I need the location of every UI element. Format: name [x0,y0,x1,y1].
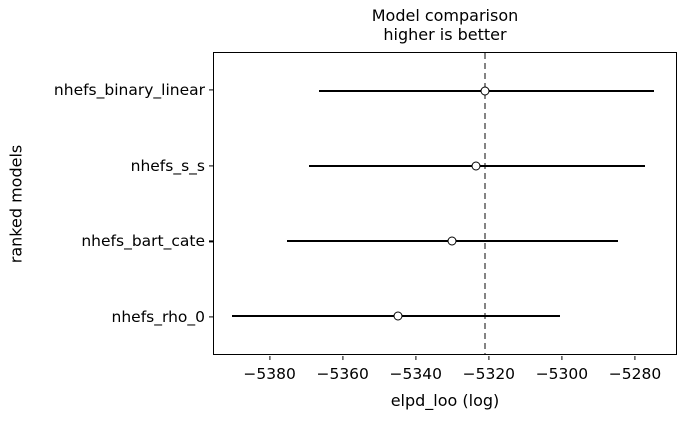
x-axis-label: elpd_loo (log) [390,391,500,410]
x-tick-label--5360: −5360 [316,365,369,383]
x-tick--5340 [415,356,417,360]
x-tick--5320 [488,356,490,360]
y-tick-nhefs_s_s [209,165,213,167]
x-tick--5280 [634,356,636,360]
x-tick--5360 [342,356,344,360]
point-marker-nhefs_rho_0 [393,311,403,321]
x-tick-label--5340: −5340 [389,365,442,383]
point-marker-nhefs_s_s [471,161,481,171]
x-tick-label--5380: −5380 [243,365,296,383]
plot-area [213,52,677,355]
y-tick-label-nhefs_rho_0: nhefs_rho_0 [111,308,205,327]
y-tick-label-nhefs_binary_linear: nhefs_binary_linear [53,80,205,99]
chart-title: Model comparison [371,6,519,25]
y-tick-nhefs_binary_linear [209,89,213,91]
x-tick--5300 [561,356,563,360]
y-tick-nhefs_rho_0 [209,316,213,318]
x-tick-label--5320: −5320 [462,365,516,383]
y-tick-label-nhefs_s_s: nhefs_s_s [130,156,205,175]
point-marker-nhefs_bart_cate [447,236,457,246]
y-tick-label-nhefs_bart_cate: nhefs_bart_cate [81,232,205,251]
y-axis-label: ranked models [6,144,26,264]
chart-subtitle: higher is better [383,24,507,44]
point-marker-nhefs_binary_linear [480,86,490,96]
chart-title-block: Model comparison higher is better [213,6,677,44]
x-tick-label--5300: −5300 [535,365,589,383]
x-tick-label--5280: −5280 [608,365,662,383]
best-model-reference-line [484,53,487,354]
x-tick--5380 [269,356,271,360]
y-tick-nhefs_bart_cate [209,240,213,242]
